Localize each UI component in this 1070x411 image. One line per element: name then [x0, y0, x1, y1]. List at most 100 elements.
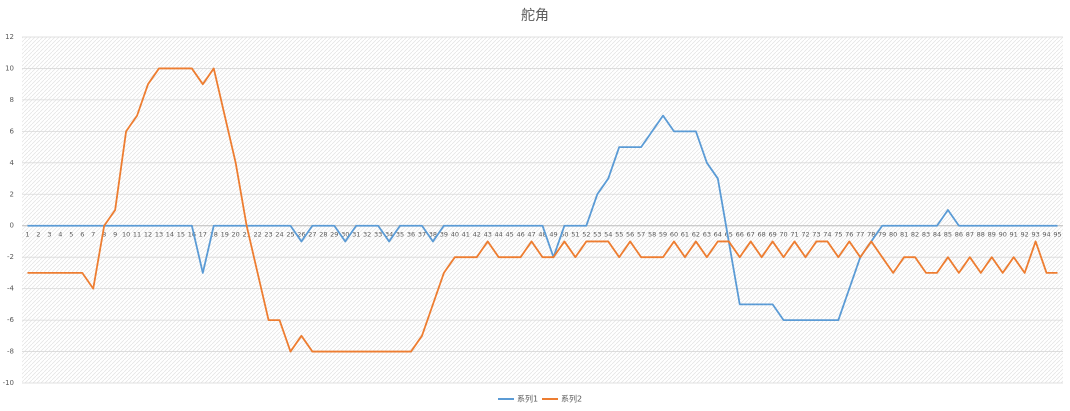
x-tick-label: 51: [571, 231, 579, 239]
x-tick-label: 81: [900, 231, 908, 239]
x-tick-label: 34: [385, 231, 393, 239]
y-tick-label: -10: [3, 379, 14, 387]
y-tick-label: 4: [10, 159, 15, 167]
x-tick-label: 88: [977, 231, 985, 239]
x-tick-label: 75: [834, 231, 842, 239]
x-tick-label: 52: [582, 231, 590, 239]
x-tick-label: 38: [429, 231, 437, 239]
x-tick-label: 18: [210, 231, 218, 239]
x-tick-label: 56: [626, 231, 634, 239]
x-tick-label: 29: [330, 231, 338, 239]
x-tick-label: 74: [823, 231, 831, 239]
x-tick-label: 32: [363, 231, 371, 239]
x-tick-label: 77: [856, 231, 864, 239]
x-tick-label: 87: [966, 231, 974, 239]
x-tick-label: 22: [253, 231, 261, 239]
x-tick-label: 94: [1042, 231, 1050, 239]
x-tick-label: 82: [911, 231, 919, 239]
x-tick-label: 3: [47, 231, 51, 239]
legend-label: 系列1: [517, 394, 538, 404]
x-tick-label: 84: [933, 231, 941, 239]
x-tick-label: 68: [758, 231, 766, 239]
line-series: [27, 114, 1058, 321]
y-tick-label: 2: [10, 190, 14, 198]
x-tick-label: 44: [495, 231, 503, 239]
x-tick-label: 89: [988, 231, 996, 239]
x-tick-label: 70: [779, 231, 787, 239]
x-tick-label: 40: [451, 231, 459, 239]
x-tick-label: 10: [122, 231, 130, 239]
x-tick-label: 65: [725, 231, 733, 239]
x-tick-label: 50: [560, 231, 568, 239]
x-tick-label: 5: [69, 231, 73, 239]
x-tick-label: 31: [352, 231, 360, 239]
x-tick-label: 55: [615, 231, 623, 239]
x-tick-label: 25: [286, 231, 294, 239]
y-tick-label: 8: [10, 96, 14, 104]
x-tick-label: 39: [440, 231, 448, 239]
legend-label: 系列2: [561, 394, 582, 404]
x-tick-label: 54: [604, 231, 612, 239]
x-tick-label: 78: [867, 231, 875, 239]
x-tick-label: 41: [462, 231, 470, 239]
x-tick-label: 60: [670, 231, 678, 239]
y-tick-label: 10: [5, 64, 14, 72]
chart-title: 舵角: [521, 8, 549, 24]
y-tick-label: -8: [7, 348, 14, 356]
x-tick-label: 33: [374, 231, 382, 239]
x-tick-label: 15: [177, 231, 185, 239]
x-tick-label: 92: [1021, 231, 1029, 239]
x-tick-label: 57: [637, 231, 645, 239]
x-tick-label: 93: [1031, 231, 1039, 239]
x-tick-label: 27: [308, 231, 316, 239]
x-tick-label: 69: [768, 231, 776, 239]
x-tick-label: 2: [36, 231, 40, 239]
x-tick-label: 11: [133, 231, 141, 239]
x-tick-label: 19: [221, 231, 229, 239]
x-tick-label: 42: [473, 231, 481, 239]
x-tick-label: 21: [242, 231, 250, 239]
x-tick-label: 63: [703, 231, 711, 239]
x-tick-label: 73: [812, 231, 820, 239]
x-tick-label: 79: [878, 231, 886, 239]
x-tick-label: 36: [407, 231, 415, 239]
x-tick-label: 85: [944, 231, 952, 239]
x-tick-label: 76: [845, 231, 853, 239]
x-tick-label: 46: [516, 231, 524, 239]
x-tick-label: 13: [155, 231, 163, 239]
x-tick-label: 35: [396, 231, 404, 239]
x-tick-label: 53: [593, 231, 601, 239]
x-tick-label: 6: [80, 231, 84, 239]
x-tick-label: 26: [297, 231, 305, 239]
x-tick-label: 14: [166, 231, 174, 239]
x-tick-label: 59: [659, 231, 667, 239]
x-tick-label: 71: [790, 231, 798, 239]
x-tick-label: 61: [681, 231, 689, 239]
plot-area: [22, 37, 1063, 383]
x-tick-label: 64: [714, 231, 722, 239]
x-tick-label: 1: [25, 231, 29, 239]
x-tick-label: 30: [341, 231, 349, 239]
x-tick-label: 16: [188, 231, 196, 239]
x-tick-label: 62: [692, 231, 700, 239]
x-tick-label: 90: [999, 231, 1007, 239]
x-tick-label: 20: [232, 231, 240, 239]
x-tick-label: 45: [505, 231, 513, 239]
y-tick-label: -2: [7, 253, 14, 261]
x-tick-label: 66: [736, 231, 744, 239]
x-tick-label: 43: [484, 231, 492, 239]
x-tick-label: 12: [144, 231, 152, 239]
y-tick-label: 12: [5, 33, 14, 41]
x-tick-label: 24: [275, 231, 283, 239]
x-tick-label: 58: [648, 231, 656, 239]
x-tick-label: 83: [922, 231, 930, 239]
line-series: [27, 67, 1058, 353]
x-tick-label: 48: [538, 231, 546, 239]
x-tick-label: 37: [418, 231, 426, 239]
x-tick-label: 9: [113, 231, 117, 239]
x-tick-label: 7: [91, 231, 95, 239]
x-tick-label: 91: [1010, 231, 1018, 239]
x-tick-label: 8: [102, 231, 106, 239]
x-tick-label: 80: [889, 231, 897, 239]
